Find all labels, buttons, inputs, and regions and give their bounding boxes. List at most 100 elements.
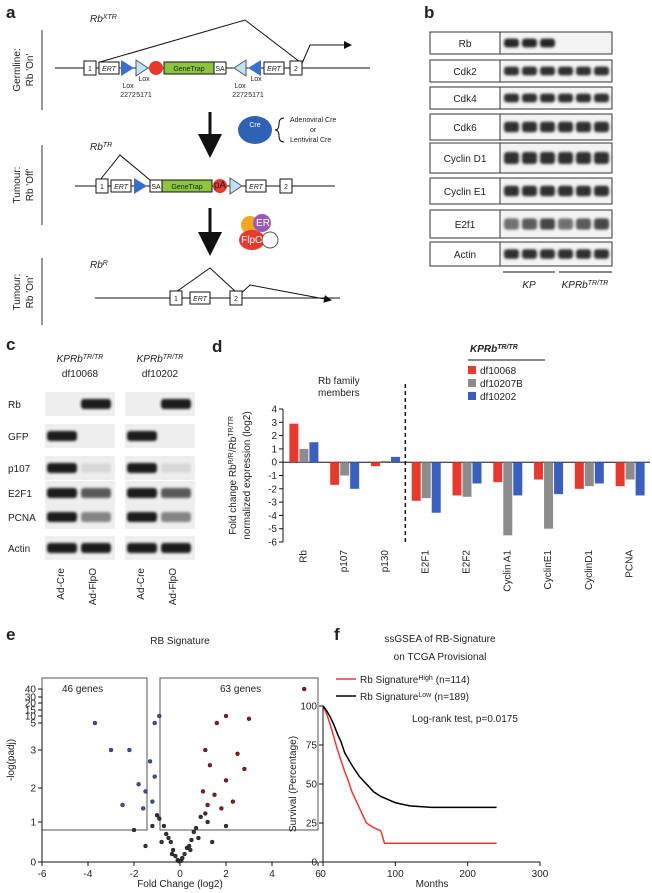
blot-band — [47, 431, 77, 441]
cre-note: or — [310, 127, 317, 134]
bar — [472, 462, 482, 484]
blot-band — [504, 121, 519, 133]
point — [131, 827, 137, 833]
label-base: Rb Signature — [360, 692, 419, 703]
annotation: members — [318, 388, 360, 399]
sa-box — [213, 61, 227, 75]
point — [203, 747, 208, 753]
blot-band — [594, 66, 609, 76]
threshold-box — [159, 677, 319, 831]
x-tick-label: PCNA — [625, 550, 636, 578]
bar — [299, 448, 309, 463]
blot-band — [576, 121, 591, 133]
point — [235, 751, 240, 756]
exon-label: 2 — [234, 296, 238, 303]
y-tick-label: 30 — [25, 693, 37, 704]
blot-label-bg — [429, 177, 501, 205]
flpo-label: FlpO — [241, 235, 263, 246]
panel-label: a — [6, 3, 16, 22]
label-base: KP — [522, 280, 536, 291]
point — [246, 716, 252, 721]
blot-band — [504, 38, 519, 48]
panel-b: b Rb Cdk2 Cdk4 Cdk6 Cyclin D1 Cyclin E1 E2f1 Ac… — [424, 3, 613, 291]
lox — [121, 60, 134, 76]
bar — [635, 462, 645, 496]
bar — [390, 456, 400, 463]
protein — [253, 214, 271, 232]
blot-row-label: Rb — [8, 400, 21, 411]
x-tick-label: 6 — [315, 869, 321, 880]
y-tick-label: 50 — [306, 780, 318, 791]
point — [108, 747, 114, 753]
point — [205, 819, 210, 825]
ert-label: ERT — [249, 184, 264, 191]
blot-band — [161, 543, 191, 553]
blot-band — [161, 488, 191, 498]
blot-band — [81, 399, 111, 409]
side-label: Germline: — [12, 48, 23, 91]
genetrap-label: GeneTrap — [171, 184, 202, 191]
side-label: Rb 'Off' — [25, 169, 36, 202]
label-sup: TR/TR — [83, 354, 104, 361]
blot-band — [576, 152, 591, 164]
bar — [350, 462, 360, 489]
point — [203, 811, 208, 816]
bar — [452, 462, 462, 496]
blot-band — [594, 185, 609, 197]
x-tick-label: p107 — [339, 550, 350, 573]
point — [161, 823, 167, 829]
blot-row-label: GFP — [8, 432, 29, 443]
panel-e-frame — [41, 677, 319, 831]
blot-band — [558, 249, 573, 259]
annotation: 63 genes — [220, 684, 261, 695]
y-tick-label: 0 — [311, 858, 317, 869]
allele-label: RbXTR — [90, 14, 117, 26]
bar — [544, 462, 554, 529]
blot-band — [576, 66, 591, 76]
bar — [289, 423, 299, 463]
blot-row-label: Cdk4 — [453, 94, 477, 105]
label: Rb SignatureLow (n=189) — [360, 692, 469, 704]
exon — [95, 178, 109, 194]
bar — [574, 462, 584, 489]
y-tick-label: 25 — [306, 819, 318, 830]
bar — [370, 462, 380, 467]
blot-band — [522, 185, 537, 197]
y-title-part: Fold change Rb — [228, 464, 239, 535]
splice-arc — [99, 19, 301, 63]
panel-label: c — [6, 335, 15, 354]
point — [196, 835, 201, 841]
blot-band — [81, 512, 111, 522]
sa-label: SA — [215, 66, 225, 73]
y-tick-label: 1 — [271, 444, 277, 455]
point — [166, 835, 171, 841]
bar — [421, 462, 431, 499]
blot-band — [127, 512, 157, 522]
legend-swatch — [468, 366, 476, 374]
blot-row-label: Cdk2 — [453, 67, 477, 78]
point — [302, 686, 307, 692]
y-title-part: TR/TR — [228, 416, 235, 437]
label-extra: (n=114) — [436, 675, 470, 686]
point — [150, 799, 155, 804]
cre-label: Cre — [249, 122, 260, 129]
label-sup: TR/TR — [588, 280, 609, 287]
y-tick-label: 3 — [30, 746, 36, 757]
x-tick-label: 0 — [177, 869, 183, 880]
allele-label: RbTR — [90, 142, 112, 154]
x-tick-label: CyclinD1 — [584, 550, 595, 590]
ert-label: ERT — [267, 66, 282, 73]
y-tick-label: 0 — [271, 458, 277, 469]
label: Rb SignatureHigh (n=114) — [360, 675, 470, 687]
point — [223, 778, 229, 783]
blot-band — [504, 93, 519, 103]
blot-band — [522, 93, 537, 103]
exon — [229, 290, 243, 306]
bar — [380, 460, 390, 463]
point — [154, 813, 160, 818]
legend-label: df10207B — [480, 379, 523, 390]
point — [168, 839, 173, 845]
exon-label: 1 — [88, 66, 92, 73]
panel-a: a Germline: Rb 'On' Tumour: Rb 'Off' Tum… — [6, 3, 370, 325]
blot-band — [161, 463, 191, 473]
